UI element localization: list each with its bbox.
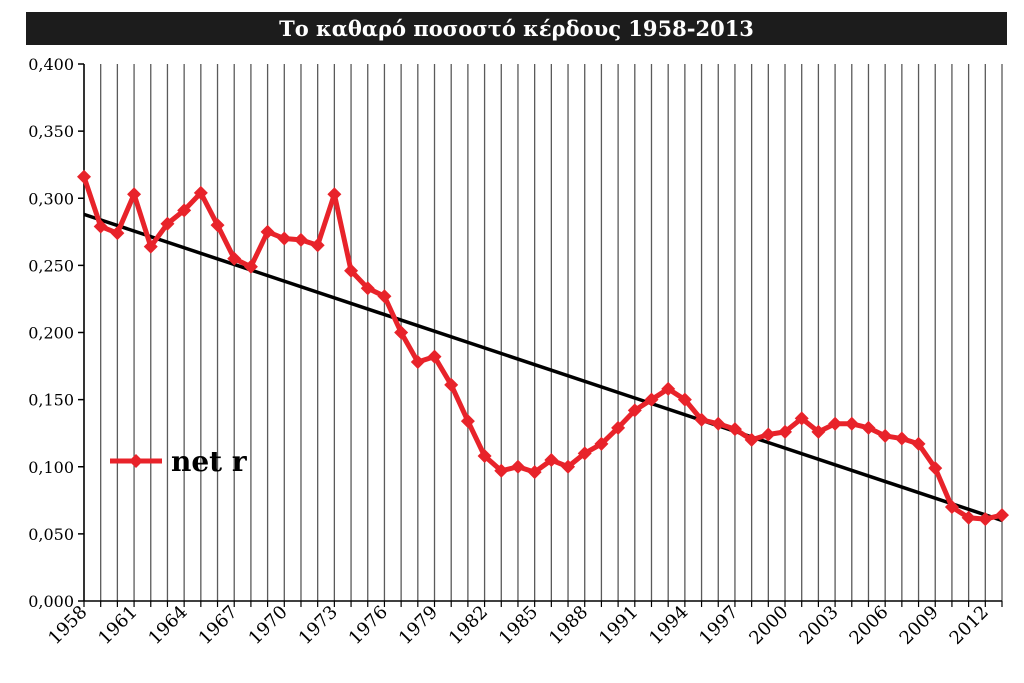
data-point-1975 [360,281,375,296]
x-tick-label: 1991 [595,602,642,649]
x-tick-label: 1967 [195,602,242,649]
data-point-1979 [427,349,442,364]
data-point-1965 [193,185,208,200]
data-point-1964 [177,203,192,218]
x-tick-label: 1985 [495,602,542,649]
x-tick-label: 1973 [295,602,342,649]
data-point-1995 [694,412,709,427]
y-tick-labels: 0,000 0,050 0,100 0,150 0,200 0,250 0,300 0,350… [28,55,84,611]
data-point-1986 [544,453,559,468]
x-tick-label: 1970 [245,602,292,649]
x-tick-label: 1994 [645,602,692,649]
data-point-1983 [494,463,509,478]
data-point-1963 [160,216,175,231]
data-point-2010 [944,500,959,515]
data-point-1972 [310,238,325,253]
data-point-2012 [978,512,993,527]
data-point-2005 [861,420,876,435]
data-point-1967 [227,251,242,266]
x-tick-label: 2009 [896,602,943,649]
grid-lines [83,64,1003,601]
data-point-2009 [928,461,943,476]
data-point-2002 [811,424,826,439]
y-tick-label: 0,250 [28,256,74,275]
legend-label: net r [171,445,248,478]
data-point-1984 [510,459,525,474]
data-point-1970 [277,231,292,246]
x-tick-label: 1961 [94,602,141,649]
data-point-1960 [110,226,125,241]
trendline [83,212,1003,523]
x-tick-label: 1979 [395,602,442,649]
y-tick-label: 0,000 [28,592,74,611]
data-point-1988 [577,446,592,461]
data-point-1959 [93,219,108,234]
x-tick-labels: 1958 1961 1964 1967 1970 1973 1976 1979 1982 1985… [44,601,1003,649]
x-tick-label: 2000 [745,602,792,649]
data-point-1993 [661,381,676,396]
data-point-2000 [778,424,793,439]
data-point-1998 [744,432,759,447]
data-point-2001 [794,411,809,426]
data-point-1981 [460,414,475,429]
x-tick-label: 1964 [144,602,191,649]
legend: net r [110,445,248,478]
y-tick-label: 0,200 [28,324,74,343]
data-point-1991 [627,403,642,418]
data-point-1976 [377,289,392,304]
data-point-1985 [527,465,542,480]
y-tick-label: 0,350 [28,122,74,141]
y-tick-label: 0,400 [28,55,74,74]
data-point-1980 [444,377,459,392]
data-point-1999 [761,427,776,442]
data-point-1997 [727,422,742,437]
y-tick-label: 0,050 [28,525,74,544]
x-tick-label: 1982 [445,602,492,649]
x-tick-label: 1976 [345,602,392,649]
data-point-1990 [611,420,626,435]
data-point-2007 [894,431,909,446]
data-point-2006 [878,428,893,443]
axes [83,64,1002,602]
series-net-r [77,169,1009,527]
data-point-2003 [828,416,843,431]
y-tick-label: 0,100 [28,458,74,477]
data-point-1992 [644,392,659,407]
data-point-1973 [327,187,342,202]
data-point-1971 [293,232,308,247]
data-point-1989 [594,436,609,451]
data-point-2008 [911,436,926,451]
data-point-1987 [561,459,576,474]
x-tick-label: 1997 [695,602,742,649]
x-tick-label: 2012 [946,602,993,649]
x-tick-label: 2003 [795,602,842,649]
data-point-1961 [127,187,142,202]
y-tick-label: 0,150 [28,391,74,410]
data-point-1974 [344,263,359,278]
y-tick-label: 0,300 [28,189,74,208]
legend-marker [129,454,143,468]
data-point-1977 [394,325,409,340]
data-point-1994 [677,392,692,407]
data-point-2011 [961,510,976,525]
x-tick-label: 1988 [545,602,592,649]
trendline-line [83,212,1003,523]
data-point-1958 [77,169,91,184]
data-point-2004 [844,416,859,431]
data-point-1969 [260,224,275,239]
data-point-1968 [243,259,258,274]
x-tick-label: 2006 [845,602,892,649]
data-point-1966 [210,218,225,233]
data-point-1996 [711,416,726,431]
data-point-2013 [995,508,1009,523]
data-point-1978 [410,355,425,370]
data-point-1962 [143,239,158,254]
chart-title: Το καθαρό ποσοστό κέρδους 1958-2013 [26,12,1007,45]
data-point-1982 [477,449,492,464]
